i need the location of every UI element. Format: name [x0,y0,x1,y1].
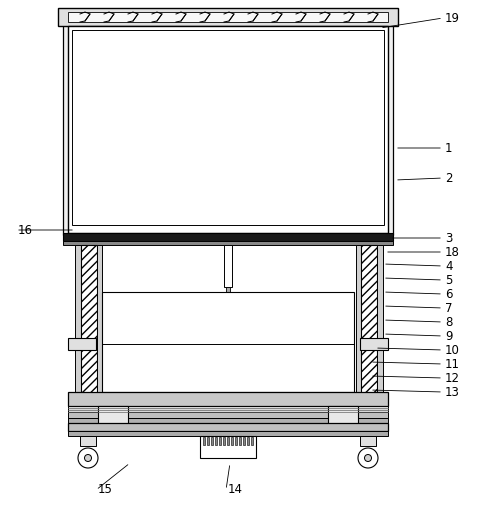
Bar [359,338,387,350]
Text: 5: 5 [444,274,451,286]
Circle shape [357,448,377,468]
Bar [68,431,387,436]
Circle shape [78,448,98,468]
Bar [72,30,383,225]
Text: 3: 3 [444,231,451,244]
Text: 11: 11 [444,358,459,371]
Bar [202,437,205,445]
Bar [68,392,387,406]
Bar [63,233,392,241]
Circle shape [364,455,371,461]
Bar [206,437,209,445]
Bar [238,437,241,445]
Bar [81,245,97,395]
Bar [327,406,357,424]
Bar [225,292,229,392]
Bar [97,245,102,395]
Bar [63,241,392,245]
Bar [234,437,237,445]
Bar [246,437,249,445]
Text: 6: 6 [444,288,451,301]
Bar [359,436,375,446]
Bar [376,245,382,395]
Text: 7: 7 [444,302,451,315]
Bar [102,292,353,392]
Text: 16: 16 [18,224,33,237]
Bar [230,437,233,445]
Text: 19: 19 [444,11,459,24]
Bar [98,406,128,424]
Text: 8: 8 [444,316,451,329]
Bar [68,418,387,423]
Bar [382,15,392,235]
Bar [75,245,81,395]
Bar [223,245,231,287]
Text: 12: 12 [444,372,459,385]
Bar [226,437,229,445]
Bar [58,8,397,26]
Bar [80,436,96,446]
Bar [68,26,387,233]
Text: 15: 15 [98,484,113,497]
Bar [63,15,73,235]
Text: 9: 9 [444,330,451,343]
Bar [225,287,229,292]
Text: 13: 13 [444,386,459,399]
Bar [68,338,96,350]
Bar [68,412,387,418]
Bar [218,437,221,445]
Bar [68,12,387,22]
Circle shape [84,455,91,461]
Text: 4: 4 [444,260,451,272]
Bar [355,245,360,395]
Text: 14: 14 [227,484,242,497]
Bar [68,406,387,412]
Text: 18: 18 [444,245,459,258]
Bar [210,437,213,445]
Bar [214,437,217,445]
Bar [68,423,387,431]
Bar [250,437,253,445]
Bar [199,436,256,458]
Bar [222,437,225,445]
Bar [360,245,376,395]
Text: 2: 2 [444,171,451,184]
Text: 10: 10 [444,344,459,357]
Text: 1: 1 [444,142,451,155]
Bar [242,437,245,445]
